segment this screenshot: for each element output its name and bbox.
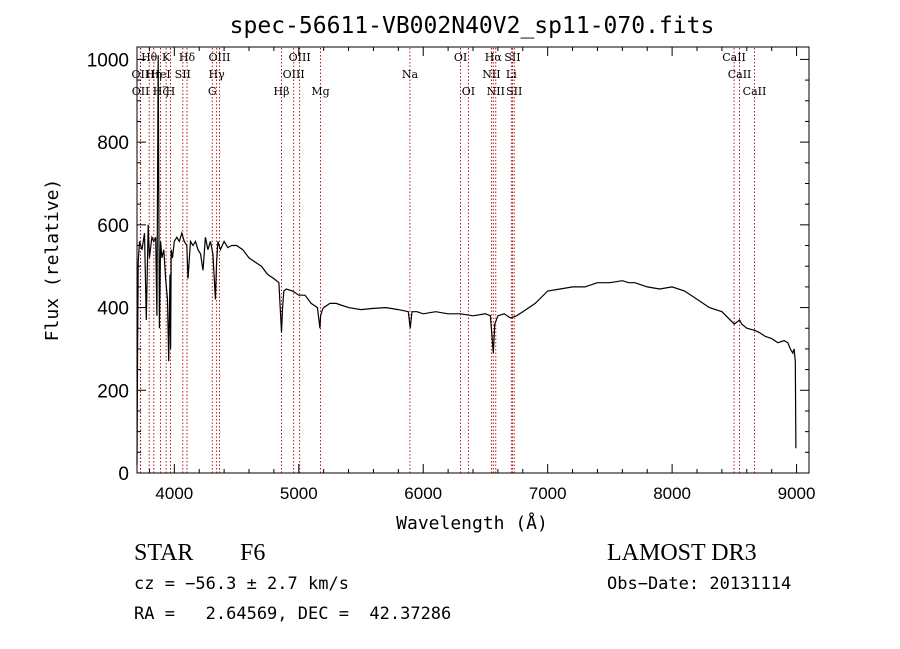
chart-title: spec-56611-VB002N40V2_sp11-070.fits: [230, 13, 715, 39]
line-markers: [139, 48, 755, 473]
survey-name: LAMOST DR3: [607, 540, 757, 566]
line-label: OIII: [208, 51, 230, 64]
line-label: CaII: [728, 68, 752, 81]
y-tick-label: 600: [97, 216, 129, 237]
line-label: OII: [132, 68, 150, 81]
line-label: Hγ: [209, 68, 226, 81]
line-label: SII: [175, 68, 191, 81]
line-label: SII: [504, 51, 520, 64]
line-label: HeI: [150, 68, 170, 81]
axis-tick-labels: 4000 5000 6000 7000 8000 9000 0 200 400 600 800 100…: [87, 50, 816, 503]
x-axis-label: Wavelength (Å): [396, 512, 548, 534]
line-label: Na: [402, 68, 419, 81]
x-tick-label: 5000: [280, 484, 318, 503]
y-tick-label: 1000: [87, 50, 129, 71]
line-label: CaII: [743, 85, 767, 98]
y-tick-label: 0: [118, 464, 129, 485]
line-label: Hδ: [179, 51, 196, 64]
line-label: NII: [487, 85, 505, 98]
line-label: Hβ: [274, 85, 290, 98]
line-label: OIII: [283, 68, 305, 81]
line-label: G: [208, 85, 217, 98]
line-label: Hα: [485, 51, 503, 64]
line-label: SII: [506, 85, 522, 98]
y-tick-label: 800: [97, 133, 129, 154]
x-tick-label: 6000: [404, 484, 442, 503]
line-label: OII: [132, 85, 150, 98]
line-label: NII: [482, 68, 500, 81]
redshift-info: cz = −56.3 ± 2.7 km/s: [134, 574, 349, 594]
line-label: Mg: [311, 85, 329, 98]
y-tick-label: 400: [97, 299, 129, 320]
line-label: Hθ: [141, 51, 158, 64]
line-label: CaII: [722, 51, 746, 64]
x-tick-label: 8000: [653, 484, 691, 503]
x-tick-label: 4000: [155, 484, 193, 503]
line-label: OI: [462, 85, 475, 98]
object-class: STAR: [134, 540, 193, 566]
y-axis-label: Flux (relative): [42, 179, 63, 342]
line-label: Hζ: [153, 85, 169, 98]
line-label: OIII: [289, 51, 311, 64]
line-label: H: [166, 85, 176, 98]
plot-frame: [136, 46, 810, 474]
line-label: Li: [506, 68, 517, 81]
obs-date: Obs−Date: 20131114: [607, 574, 791, 594]
object-subclass: F6: [240, 540, 265, 566]
coordinates: RA = 2.64569, DEC = 42.37286: [134, 604, 451, 624]
spectrum-line: [136, 55, 797, 465]
axis-ticks: [137, 47, 809, 474]
x-tick-label: 7000: [529, 484, 567, 503]
x-tick-label: 9000: [778, 484, 816, 503]
line-label: K: [162, 51, 171, 64]
line-label: OI: [454, 51, 467, 64]
y-tick-label: 200: [97, 381, 129, 402]
